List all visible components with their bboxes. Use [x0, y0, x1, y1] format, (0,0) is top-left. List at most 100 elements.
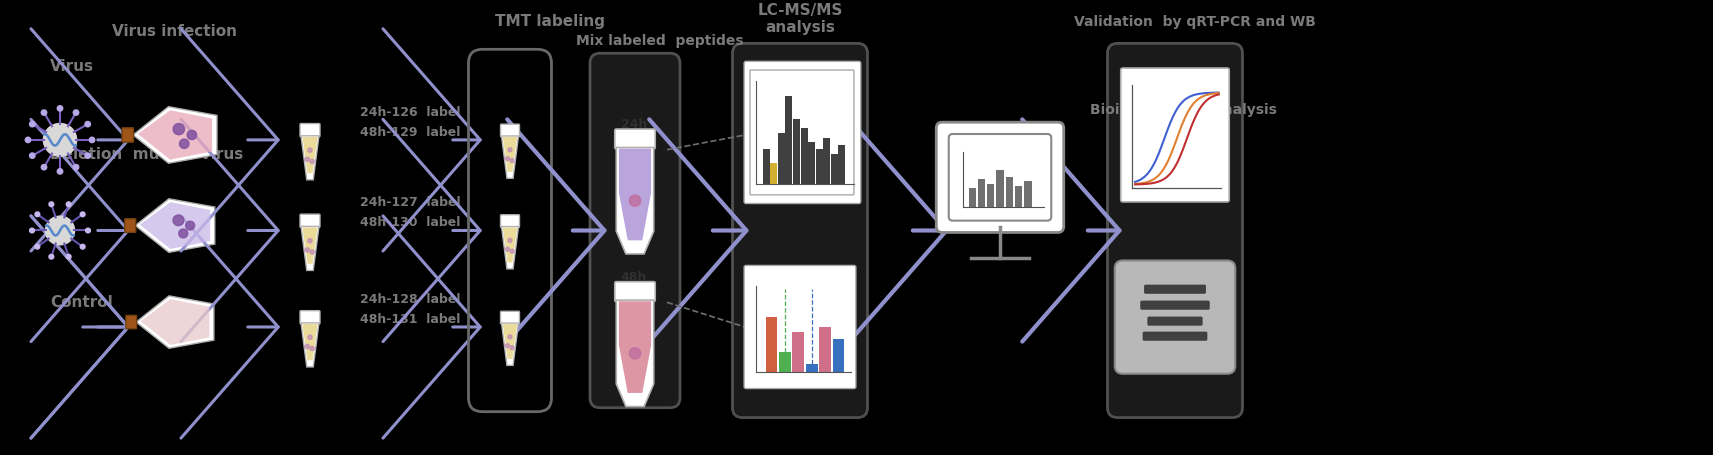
Polygon shape	[303, 137, 317, 173]
Bar	[793, 119, 800, 184]
Circle shape	[308, 148, 312, 152]
FancyBboxPatch shape	[750, 70, 853, 195]
Text: 24h-127  label: 24h-127 label	[360, 197, 461, 209]
Circle shape	[29, 153, 34, 158]
FancyBboxPatch shape	[1141, 301, 1209, 310]
FancyBboxPatch shape	[125, 315, 137, 329]
Text: Virus infection: Virus infection	[113, 24, 238, 39]
Circle shape	[308, 335, 312, 339]
Circle shape	[67, 254, 70, 259]
Circle shape	[26, 137, 31, 142]
Circle shape	[310, 159, 313, 163]
Text: Virus: Virus	[50, 59, 94, 74]
Circle shape	[505, 344, 509, 348]
Circle shape	[67, 202, 70, 207]
Polygon shape	[134, 106, 218, 163]
FancyBboxPatch shape	[615, 282, 654, 302]
Circle shape	[50, 202, 53, 207]
Circle shape	[50, 254, 53, 259]
Polygon shape	[502, 323, 519, 365]
FancyBboxPatch shape	[589, 53, 680, 408]
Circle shape	[57, 169, 63, 174]
Circle shape	[178, 229, 188, 238]
Circle shape	[305, 344, 310, 349]
Circle shape	[180, 139, 188, 148]
Bar	[805, 364, 817, 373]
Polygon shape	[303, 228, 317, 264]
Circle shape	[510, 346, 514, 350]
Circle shape	[74, 110, 79, 115]
FancyBboxPatch shape	[743, 265, 856, 389]
FancyBboxPatch shape	[300, 124, 320, 137]
Bar	[819, 327, 831, 373]
FancyBboxPatch shape	[937, 122, 1064, 233]
FancyBboxPatch shape	[949, 134, 1052, 221]
Bar	[1016, 186, 1023, 207]
Circle shape	[89, 137, 94, 142]
Bar	[809, 142, 815, 184]
Bar	[778, 133, 785, 184]
Polygon shape	[135, 296, 214, 348]
Circle shape	[29, 121, 34, 127]
FancyBboxPatch shape	[500, 311, 519, 324]
FancyBboxPatch shape	[1148, 317, 1203, 326]
FancyBboxPatch shape	[733, 43, 867, 418]
Circle shape	[510, 249, 514, 253]
Text: Validation  by qRT-PCR and WB: Validation by qRT-PCR and WB	[1074, 15, 1316, 29]
Bar	[833, 339, 845, 373]
FancyBboxPatch shape	[743, 61, 862, 203]
Polygon shape	[301, 227, 319, 270]
Text: 48h-130  label: 48h-130 label	[360, 216, 461, 229]
FancyBboxPatch shape	[122, 128, 134, 142]
Circle shape	[187, 130, 197, 140]
Circle shape	[34, 244, 39, 249]
Polygon shape	[617, 300, 654, 407]
Text: Bioinformatics  analysis: Bioinformatics analysis	[1089, 103, 1276, 117]
Bar	[987, 184, 995, 207]
FancyBboxPatch shape	[500, 215, 519, 228]
FancyBboxPatch shape	[1108, 43, 1242, 418]
Text: Control: Control	[50, 295, 113, 310]
Circle shape	[185, 221, 195, 230]
Polygon shape	[504, 228, 517, 263]
Text: 24h-126  label: 24h-126 label	[360, 106, 461, 119]
Circle shape	[81, 244, 86, 249]
FancyBboxPatch shape	[1120, 68, 1230, 202]
Circle shape	[86, 153, 91, 158]
Bar	[766, 317, 778, 373]
Circle shape	[173, 215, 183, 226]
Bar	[968, 188, 976, 207]
FancyBboxPatch shape	[1144, 285, 1206, 294]
Circle shape	[41, 165, 46, 170]
Polygon shape	[617, 147, 654, 254]
Circle shape	[505, 247, 509, 251]
Circle shape	[505, 157, 509, 161]
Polygon shape	[502, 136, 519, 178]
Polygon shape	[303, 324, 317, 360]
Circle shape	[510, 158, 514, 162]
Polygon shape	[135, 199, 214, 253]
Bar	[978, 179, 985, 207]
FancyBboxPatch shape	[1143, 332, 1208, 341]
Circle shape	[86, 228, 91, 233]
Bar	[815, 149, 822, 184]
FancyBboxPatch shape	[500, 124, 519, 137]
Bar	[762, 149, 769, 184]
Circle shape	[81, 212, 86, 217]
Text: TMT labeling: TMT labeling	[495, 14, 605, 29]
Circle shape	[173, 123, 185, 135]
Text: LC-MS/MS
analysis: LC-MS/MS analysis	[757, 3, 843, 35]
Bar	[800, 128, 807, 184]
Circle shape	[509, 148, 512, 152]
Circle shape	[509, 238, 512, 243]
Bar	[824, 137, 831, 184]
Polygon shape	[301, 136, 319, 180]
Bar	[786, 96, 793, 184]
FancyBboxPatch shape	[615, 129, 654, 149]
Circle shape	[305, 248, 310, 252]
Circle shape	[629, 195, 641, 206]
Polygon shape	[137, 110, 212, 160]
Polygon shape	[618, 149, 651, 240]
Text: 48h: 48h	[620, 271, 648, 284]
Polygon shape	[504, 137, 517, 172]
